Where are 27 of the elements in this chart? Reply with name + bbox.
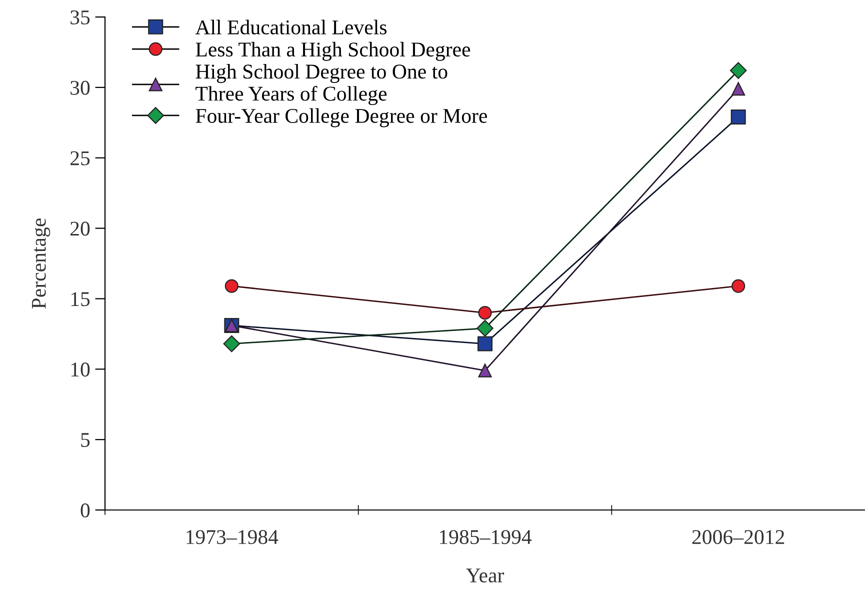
y-tick-label: 35 bbox=[70, 10, 90, 24]
point bbox=[730, 62, 747, 79]
point bbox=[732, 279, 746, 293]
point bbox=[478, 306, 492, 320]
y-tick-label: 15 bbox=[71, 292, 90, 306]
point bbox=[224, 279, 238, 293]
point bbox=[730, 110, 746, 125]
legend-label: All Educational Levels bbox=[195, 20, 387, 34]
point bbox=[476, 320, 494, 337]
y-tick-label: 5 bbox=[81, 433, 90, 448]
point bbox=[732, 82, 746, 96]
x-tick-label: 2006–2012 bbox=[692, 530, 784, 544]
point bbox=[478, 364, 492, 378]
y-tick-label: 0 bbox=[80, 503, 90, 518]
legend-label: High School Degree to One to Three Years of College bbox=[196, 64, 448, 106]
point bbox=[478, 336, 492, 352]
x-tick-label: 1973–1984 bbox=[186, 530, 278, 544]
x-tick-label: 1985–1994 bbox=[440, 530, 532, 544]
x-axis-title: Year bbox=[466, 568, 504, 582]
y-tick-label: 10 bbox=[71, 362, 90, 377]
y-tick-label: 25 bbox=[70, 151, 90, 166]
point bbox=[223, 335, 240, 352]
legend-label: Less Than a High School Degree bbox=[196, 42, 470, 61]
y-tick-label: 20 bbox=[70, 222, 90, 236]
y-axis-title: Percentage bbox=[32, 218, 50, 309]
y-tick-label: 30 bbox=[70, 80, 90, 95]
legend-label: Four-Year College Degree or More bbox=[196, 108, 487, 128]
